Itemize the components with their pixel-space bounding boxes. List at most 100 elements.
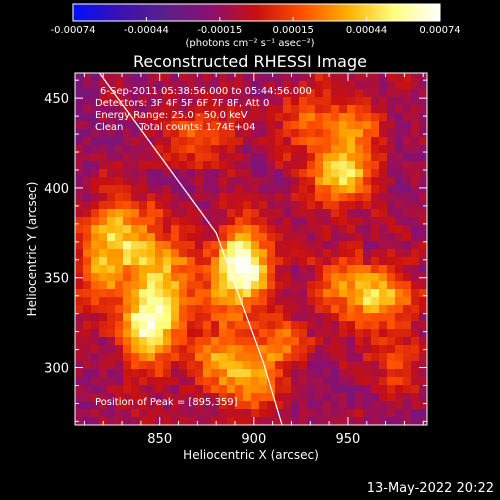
heatmap-cell — [411, 393, 420, 402]
heatmap-cell — [307, 105, 316, 114]
heatmap-cell — [403, 105, 412, 114]
info-clean-counts: Clean Total counts: 1.74E+04 — [95, 122, 256, 133]
heatmap-cell — [403, 217, 412, 226]
heatmap-cell — [291, 145, 300, 154]
heatmap-cell — [139, 241, 148, 250]
heatmap-cell — [147, 337, 156, 346]
heatmap-cell — [179, 369, 188, 378]
heatmap-cell — [147, 185, 156, 194]
heatmap-cell — [315, 89, 324, 98]
heatmap-cell — [371, 273, 380, 282]
heatmap-cell — [355, 289, 364, 298]
heatmap-cell — [171, 137, 180, 146]
heatmap-cell — [235, 81, 244, 90]
heatmap-cell — [171, 409, 180, 418]
heatmap-cell — [75, 129, 84, 138]
heatmap-cell — [123, 233, 132, 242]
heatmap-cell — [355, 417, 364, 425]
heatmap-cell — [307, 417, 316, 425]
heatmap-cell — [139, 273, 148, 282]
heatmap-cell — [339, 177, 348, 186]
heatmap-cell — [331, 337, 340, 346]
heatmap-cell — [155, 297, 164, 306]
heatmap-cell — [187, 169, 196, 178]
heatmap-cell — [139, 385, 148, 394]
heatmap-cell — [379, 145, 388, 154]
heatmap-cell — [339, 345, 348, 354]
heatmap-cell — [243, 409, 252, 418]
heatmap-cell — [139, 257, 148, 266]
heatmap-cell — [179, 241, 188, 250]
heatmap-cell — [411, 409, 420, 418]
heatmap-cell — [419, 113, 427, 122]
heatmap-cell — [235, 145, 244, 154]
heatmap-cell — [331, 417, 340, 425]
heatmap-cell — [339, 289, 348, 298]
heatmap-cell — [275, 273, 284, 282]
heatmap-cell — [219, 105, 228, 114]
heatmap-cell — [315, 169, 324, 178]
heatmap-cell — [331, 105, 340, 114]
plot-title: Reconstructed RHESSI Image — [133, 52, 367, 71]
heatmap-cell — [139, 185, 148, 194]
heatmap-cell — [187, 409, 196, 418]
heatmap-cell — [267, 145, 276, 154]
heatmap-cell — [315, 193, 324, 202]
heatmap-cell — [155, 185, 164, 194]
heatmap-cell — [123, 297, 132, 306]
heatmap-cell — [251, 249, 260, 258]
heatmap-cell — [259, 401, 268, 410]
heatmap-cell — [363, 401, 372, 410]
heatmap-cell — [251, 209, 260, 218]
heatmap-cell — [411, 353, 420, 362]
heatmap-cell — [395, 265, 404, 274]
heatmap-cell — [419, 89, 427, 98]
heatmap-cell — [395, 193, 404, 202]
heatmap-cell — [91, 225, 100, 234]
heatmap-cell — [195, 361, 204, 370]
heatmap-cell — [187, 201, 196, 210]
heatmap-cell — [219, 145, 228, 154]
heatmap-cell — [347, 313, 356, 322]
heatmap-cell — [115, 193, 124, 202]
heatmap-cell — [171, 417, 180, 425]
heatmap-cell — [331, 313, 340, 322]
heatmap-cell — [227, 361, 236, 370]
heatmap-cell — [107, 177, 116, 186]
heatmap-cell — [147, 353, 156, 362]
heatmap-cell — [107, 273, 116, 282]
heatmap-cell — [379, 385, 388, 394]
heatmap-cell — [275, 145, 284, 154]
heatmap-cell — [363, 369, 372, 378]
heatmap-cell — [195, 89, 204, 98]
heatmap-cell — [203, 97, 212, 106]
heatmap-cell — [243, 353, 252, 362]
heatmap-cell — [107, 121, 116, 130]
heatmap-cell — [283, 169, 292, 178]
heatmap-cell — [131, 185, 140, 194]
heatmap-cell — [339, 369, 348, 378]
heatmap-cell — [163, 417, 172, 425]
heatmap-cell — [419, 305, 427, 314]
heatmap-cell — [227, 353, 236, 362]
heatmap-cell — [291, 409, 300, 418]
heatmap-cell — [267, 305, 276, 314]
heatmap-cell — [419, 385, 427, 394]
heatmap-cell — [115, 377, 124, 386]
heatmap-cell — [411, 377, 420, 386]
heatmap-cell — [195, 153, 204, 162]
heatmap-cell — [139, 73, 148, 82]
heatmap-cell — [107, 409, 116, 418]
heatmap-cell — [355, 321, 364, 330]
heatmap-cell — [411, 321, 420, 330]
heatmap-cell — [355, 385, 364, 394]
heatmap-cell — [171, 241, 180, 250]
y-tick-label: 450 — [44, 92, 69, 107]
heatmap-cell — [75, 105, 84, 114]
heatmap-cell — [139, 417, 148, 425]
heatmap-cell — [395, 137, 404, 146]
heatmap-cell — [259, 153, 268, 162]
heatmap-cell — [251, 289, 260, 298]
heatmap-cell — [99, 361, 108, 370]
heatmap-cell — [107, 329, 116, 338]
